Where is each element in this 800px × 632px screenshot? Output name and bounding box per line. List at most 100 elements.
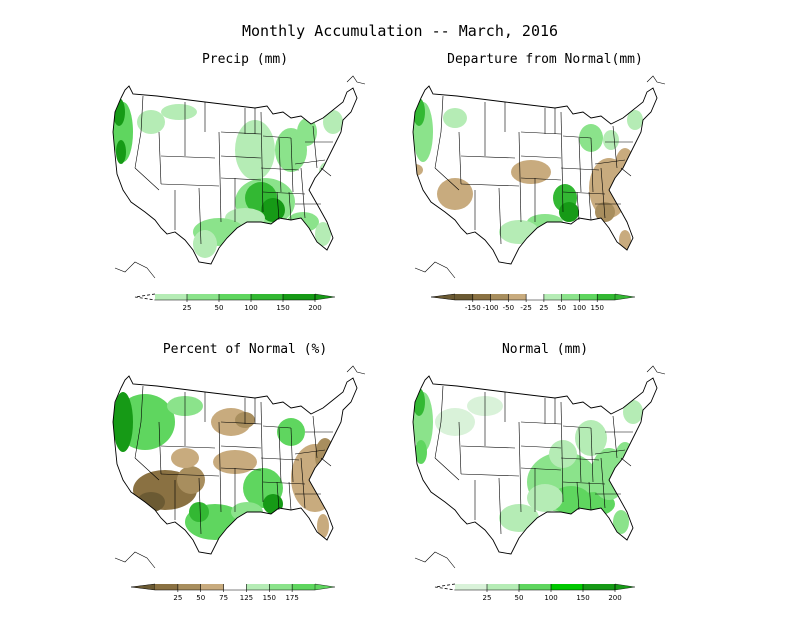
state-boundary	[620, 457, 632, 467]
legend-swatch	[561, 294, 580, 300]
map-group	[412, 365, 666, 569]
fill-region	[116, 140, 126, 164]
map-group	[412, 75, 666, 279]
legend-tick-label: -150	[465, 304, 481, 312]
state-boundary	[300, 167, 306, 219]
state-boundary	[458, 421, 462, 475]
state-boundary	[560, 111, 564, 213]
state-boundary	[460, 183, 520, 187]
legend-swatch	[177, 584, 201, 590]
state-boundary	[600, 167, 606, 219]
state-boundary	[576, 191, 580, 221]
state-boundary	[520, 177, 562, 181]
state-boundary	[220, 421, 262, 425]
normal-legend: 25 50 100 150 200	[434, 583, 636, 602]
normal-map	[412, 365, 666, 569]
state-boundary	[434, 167, 460, 191]
state-boundary	[160, 473, 220, 477]
legend-tick-label: 175	[285, 594, 298, 602]
state-boundary	[320, 167, 332, 177]
state-boundary	[218, 131, 222, 223]
legend-tick-label: 50	[215, 304, 224, 312]
legend-left-arrow	[130, 583, 156, 591]
state-boundary	[158, 421, 162, 475]
state-boundary	[594, 449, 626, 455]
legend-swatch	[269, 584, 293, 590]
state-boundary	[594, 159, 626, 165]
legend-swatch	[519, 584, 551, 590]
state-boundary	[300, 457, 306, 509]
legend-swatch	[579, 294, 598, 300]
panel-title: Percent of Normal (%)	[162, 342, 328, 357]
state-boundary	[220, 155, 262, 159]
departure-panel: Departure from Normal(mm) -150 -100 -50 -25…	[395, 52, 695, 342]
fill-region	[615, 148, 635, 184]
state-boundary	[134, 457, 160, 481]
state-boundary	[562, 135, 592, 139]
state-boundary	[520, 421, 562, 425]
fill-region	[315, 174, 335, 210]
fill-region	[287, 212, 319, 232]
canada-coast	[646, 365, 666, 375]
state-boundary	[134, 385, 144, 459]
legend-swatch	[472, 294, 491, 300]
fill-region	[437, 178, 473, 210]
legend-swatch	[155, 584, 178, 590]
state-boundary	[562, 425, 592, 429]
percent-panel: Percent of Normal (%) 25 50 75 125 150 175	[95, 342, 395, 632]
state-boundary	[612, 415, 618, 459]
legend-swatch	[526, 294, 544, 300]
fill-region	[177, 466, 205, 494]
fill-region	[559, 202, 579, 222]
state-boundary	[134, 167, 160, 191]
fill-region	[415, 440, 427, 464]
legend-tick-label: 50	[515, 594, 524, 602]
departure-legend: -150 -100 -50 -25 25 50 100 150	[430, 293, 636, 312]
legend-tick-label: 150	[576, 594, 589, 602]
normal-panel: Normal (mm) 25 50 100 150 200	[395, 342, 695, 632]
state-boundary	[294, 449, 326, 455]
fill-region	[619, 230, 631, 250]
state-boundary	[560, 401, 564, 503]
legend-left-arrow	[134, 293, 156, 301]
legend-tick-label: 25	[483, 594, 492, 602]
state-boundary	[262, 191, 306, 195]
legend-swatch	[200, 584, 224, 590]
state-boundary	[612, 125, 618, 169]
state-boundary	[498, 187, 502, 245]
state-boundary	[312, 125, 318, 169]
legend-right-arrow	[314, 583, 336, 591]
fill-region	[113, 392, 133, 452]
state-boundary	[312, 415, 318, 459]
state-boundary	[276, 191, 280, 221]
state-boundary	[520, 467, 562, 471]
state-boundary	[260, 111, 264, 213]
mexico-coast	[414, 261, 456, 279]
fill-region	[613, 510, 629, 534]
precip-legend: 25 50 100 150 200	[134, 293, 336, 312]
country-outline	[412, 85, 658, 265]
legend-tick-label: 50	[196, 594, 205, 602]
fill-region	[137, 110, 165, 134]
departure-map	[412, 75, 666, 279]
legend-tick-label: 50	[557, 304, 566, 312]
legend-swatch	[597, 294, 615, 300]
fill-region	[623, 400, 643, 424]
state-boundary	[278, 137, 282, 193]
state-boundary	[220, 467, 262, 471]
legend-swatch	[187, 294, 219, 300]
legend-tick-label: 75	[219, 594, 228, 602]
state-boundary	[578, 427, 582, 483]
legend-left-arrow	[434, 583, 456, 591]
map-group	[112, 365, 366, 569]
canada-coast	[346, 75, 366, 85]
state-boundary	[518, 421, 522, 513]
precip-map	[112, 75, 366, 279]
legend-tick-label: 25	[183, 304, 192, 312]
state-boundary	[288, 191, 292, 221]
legend-tick-label: 25	[173, 594, 182, 602]
fill-region	[603, 130, 619, 150]
fill-region	[595, 202, 615, 222]
figure-title: Monthly Accumulation -- March, 2016	[241, 22, 559, 40]
fill-region	[435, 408, 475, 436]
